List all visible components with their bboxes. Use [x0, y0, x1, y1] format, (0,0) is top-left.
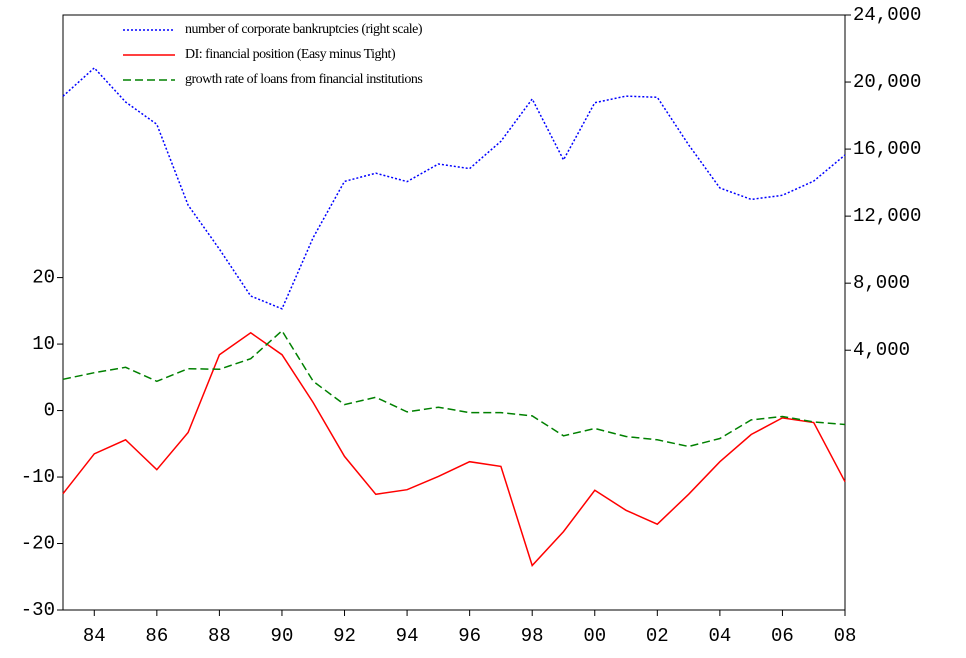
y2-tick-label: 8,000 — [853, 272, 910, 294]
x-tick-label: 84 — [83, 625, 106, 647]
legend-label: DI: financial position (Easy minus Tight… — [185, 47, 396, 62]
series-line — [62, 329, 846, 448]
x-tick-label: 86 — [145, 625, 168, 647]
y-tick-label: 0 — [44, 400, 55, 422]
series-line — [62, 331, 846, 567]
y2-tick-label: 20,000 — [853, 71, 921, 93]
x-tick-label: 02 — [646, 625, 669, 647]
y2-tick-label: 24,000 — [853, 4, 921, 26]
x-tick-label: 94 — [396, 625, 419, 647]
y-tick-label: -30 — [21, 599, 55, 621]
y2-tick-label: 12,000 — [853, 205, 921, 227]
x-tick-label: 04 — [708, 625, 731, 647]
x-tick-label: 96 — [458, 625, 481, 647]
legend-label: growth rate of loans from financial inst… — [185, 72, 422, 87]
x-tick-label: 08 — [834, 625, 857, 647]
x-tick-label: 06 — [771, 625, 794, 647]
legend-label: number of corporate bankruptcies (right … — [185, 22, 423, 37]
x-tick-label: 00 — [583, 625, 606, 647]
series-line — [62, 66, 846, 310]
plot-frame — [62, 14, 846, 611]
y-tick-label: 20 — [32, 267, 55, 289]
y-tick-label: 10 — [32, 333, 55, 355]
x-tick-label: 98 — [521, 625, 544, 647]
y-tick-label: -10 — [21, 466, 55, 488]
y2-tick-label: 16,000 — [853, 138, 921, 160]
y-tick-label: -20 — [21, 533, 55, 555]
x-tick-label: 92 — [333, 625, 356, 647]
y2-tick-label: 4,000 — [853, 339, 910, 361]
x-tick-label: 88 — [208, 625, 231, 647]
x-tick-label: 90 — [271, 625, 294, 647]
